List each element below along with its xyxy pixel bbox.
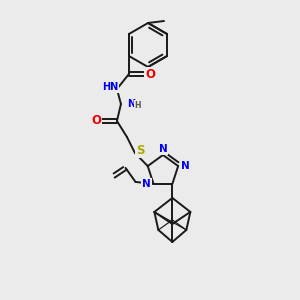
Text: N: N: [181, 161, 190, 171]
Text: S: S: [136, 145, 144, 158]
Text: HN: HN: [102, 82, 118, 92]
Text: N: N: [159, 144, 167, 154]
Text: O: O: [91, 115, 101, 128]
Text: H: H: [135, 100, 141, 109]
Text: O: O: [145, 68, 155, 80]
Text: N: N: [127, 99, 135, 109]
Text: N: N: [142, 179, 151, 189]
